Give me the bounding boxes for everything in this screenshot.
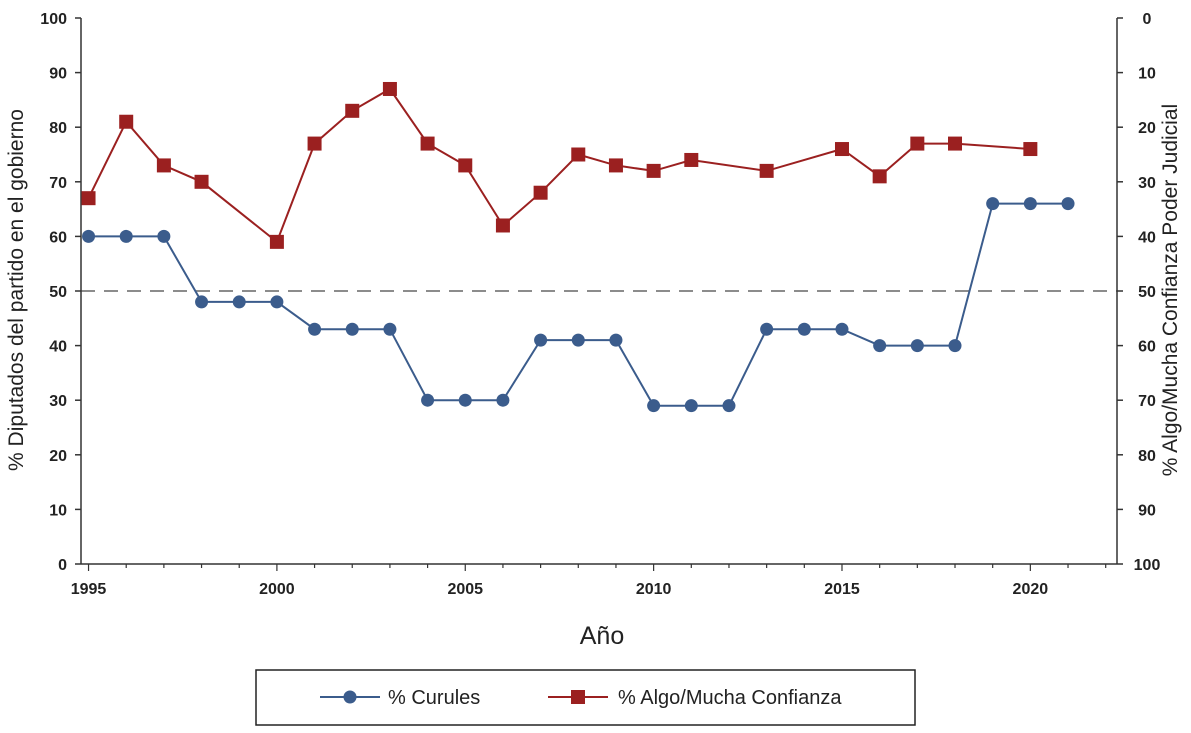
left-tick-label: 80 bbox=[49, 120, 67, 137]
left-tick-label: 20 bbox=[49, 448, 67, 465]
left-tick-label: 10 bbox=[49, 502, 67, 519]
data-point-confianza bbox=[1023, 142, 1038, 157]
right-tick-label: 40 bbox=[1138, 229, 1156, 246]
right-tick-label: 100 bbox=[1134, 557, 1161, 574]
right-tick-label: 50 bbox=[1138, 284, 1156, 301]
data-point-confianza bbox=[948, 136, 963, 151]
data-point-curules bbox=[458, 393, 472, 407]
data-point-curules bbox=[760, 322, 774, 336]
data-point-confianza bbox=[81, 191, 96, 206]
data-point-confianza bbox=[156, 158, 171, 173]
data-point-curules bbox=[308, 322, 322, 336]
x-tick-label: 2010 bbox=[636, 581, 672, 598]
data-point-confianza bbox=[834, 142, 849, 157]
left-tick-label: 30 bbox=[49, 393, 67, 410]
x-axis-title: Año bbox=[580, 622, 624, 650]
series-line-confianza bbox=[87, 87, 1031, 244]
right-tick-label: 80 bbox=[1138, 448, 1156, 465]
data-point-curules bbox=[722, 399, 736, 413]
data-point-curules bbox=[684, 399, 698, 413]
x-tick-label: 2000 bbox=[259, 581, 295, 598]
left-tick-label: 60 bbox=[49, 229, 67, 246]
data-point-confianza bbox=[646, 163, 661, 178]
data-point-confianza bbox=[420, 136, 435, 151]
data-point-confianza bbox=[910, 136, 925, 151]
data-point-curules bbox=[835, 322, 849, 336]
left-tick-label: 70 bbox=[49, 175, 67, 192]
data-point-confianza bbox=[345, 103, 360, 118]
data-point-curules bbox=[571, 333, 585, 347]
data-point-curules bbox=[383, 322, 397, 336]
right-tick-label: 30 bbox=[1138, 175, 1156, 192]
legend-curules-marker bbox=[343, 690, 357, 704]
data-point-curules bbox=[421, 393, 435, 407]
data-point-curules bbox=[948, 339, 962, 353]
data-point-curules bbox=[534, 333, 548, 347]
data-point-curules bbox=[82, 229, 96, 243]
data-point-confianza bbox=[571, 147, 586, 162]
right-axis-title: % Algo/Mucha Confianza Poder Judicial bbox=[1159, 104, 1182, 476]
data-point-curules bbox=[1061, 197, 1075, 211]
data-point-confianza bbox=[759, 163, 774, 178]
data-point-curules bbox=[647, 399, 661, 413]
data-point-curules bbox=[496, 393, 510, 407]
data-point-confianza bbox=[684, 152, 699, 167]
x-tick-label: 2020 bbox=[1013, 581, 1049, 598]
data-point-confianza bbox=[608, 158, 623, 173]
data-point-curules bbox=[873, 339, 887, 353]
legend-confianza-label: % Algo/Mucha Confianza bbox=[618, 687, 842, 709]
legend-curules-label: % Curules bbox=[388, 687, 480, 709]
data-point-confianza bbox=[119, 114, 134, 129]
legend: % Curules % Algo/Mucha Confianza bbox=[255, 669, 916, 726]
right-tick-label: 20 bbox=[1138, 120, 1156, 137]
right-tick-label: 0 bbox=[1143, 11, 1152, 28]
data-point-curules bbox=[1023, 197, 1037, 211]
left-tick-label: 50 bbox=[49, 284, 67, 301]
right-tick-label: 70 bbox=[1138, 393, 1156, 410]
right-tick-label: 10 bbox=[1138, 66, 1156, 83]
left-tick-label: 40 bbox=[49, 339, 67, 356]
x-tick-label: 1995 bbox=[71, 581, 107, 598]
data-point-confianza bbox=[458, 158, 473, 173]
data-point-curules bbox=[345, 322, 359, 336]
data-point-confianza bbox=[194, 174, 209, 189]
data-point-curules bbox=[986, 197, 1000, 211]
right-tick-label: 60 bbox=[1138, 339, 1156, 356]
data-point-confianza bbox=[307, 136, 322, 151]
left-tick-label: 0 bbox=[58, 557, 67, 574]
data-point-confianza bbox=[533, 185, 548, 200]
data-point-curules bbox=[797, 322, 811, 336]
data-point-curules bbox=[270, 295, 284, 309]
data-point-curules bbox=[232, 295, 246, 309]
data-point-confianza bbox=[269, 234, 284, 249]
data-point-confianza bbox=[495, 218, 510, 233]
right-tick-label: 90 bbox=[1138, 502, 1156, 519]
left-axis-title: % Diputados del partido en el gobierno bbox=[5, 109, 28, 471]
left-tick-label: 100 bbox=[40, 11, 67, 28]
data-point-curules bbox=[195, 295, 209, 309]
left-tick-label: 90 bbox=[49, 66, 67, 83]
data-point-curules bbox=[157, 229, 171, 243]
data-point-confianza bbox=[872, 169, 887, 184]
data-point-confianza bbox=[382, 81, 397, 96]
x-tick-label: 2005 bbox=[447, 581, 483, 598]
legend-confianza-marker bbox=[571, 690, 585, 704]
x-tick-label: 2015 bbox=[824, 581, 860, 598]
data-point-curules bbox=[910, 339, 924, 353]
data-point-curules bbox=[119, 229, 133, 243]
data-point-curules bbox=[609, 333, 623, 347]
